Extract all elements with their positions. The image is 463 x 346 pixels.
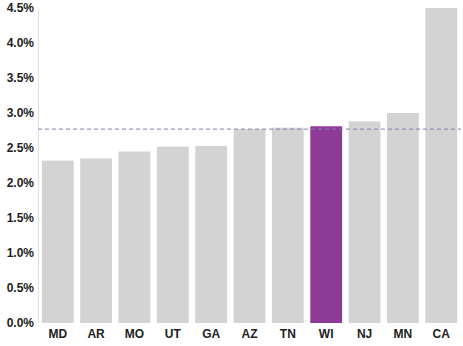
bar bbox=[119, 152, 151, 324]
bar bbox=[42, 161, 74, 323]
y-tick: 1.5% bbox=[7, 211, 35, 225]
bar bbox=[349, 121, 381, 323]
x-tick-label: CA bbox=[433, 327, 451, 341]
y-tick-label: 1.5% bbox=[7, 211, 35, 225]
y-tick-label: 1.0% bbox=[7, 246, 35, 260]
x-tick-label: TN bbox=[280, 327, 296, 341]
x-tick: GA bbox=[202, 327, 220, 341]
x-axis-line bbox=[39, 323, 462, 324]
x-tick: MD bbox=[48, 327, 67, 341]
x-tick: TN bbox=[280, 327, 296, 341]
x-tick: MN bbox=[394, 327, 413, 341]
x-tick-label: AR bbox=[87, 327, 105, 341]
y-tick: 4.5% bbox=[7, 1, 35, 15]
x-tick: AR bbox=[87, 327, 105, 341]
bar bbox=[234, 129, 266, 323]
x-tick: MO bbox=[125, 327, 144, 341]
x-tick: UT bbox=[165, 327, 182, 341]
y-tick-label: 3.0% bbox=[7, 106, 35, 120]
x-tick: WI bbox=[319, 327, 334, 341]
y-tick-label: 0.5% bbox=[7, 281, 35, 295]
x-axis: MD AR MO UT GA AZ TN WI NJ MN CA bbox=[39, 324, 462, 341]
y-tick: 3.0% bbox=[7, 106, 35, 120]
x-tick: AZ bbox=[242, 327, 258, 341]
y-tick: 2.5% bbox=[7, 141, 35, 155]
bar bbox=[387, 113, 419, 323]
bar bbox=[80, 159, 112, 324]
y-tick: 0.0% bbox=[7, 316, 35, 330]
y-tick-label: 2.0% bbox=[7, 176, 35, 190]
y-tick-label: 4.5% bbox=[7, 1, 35, 15]
y-tick-label: 0.0% bbox=[7, 316, 35, 330]
y-tick: 1.0% bbox=[7, 246, 35, 260]
y-tick: 2.0% bbox=[7, 176, 35, 190]
x-tick-label: GA bbox=[202, 327, 220, 341]
reference-line bbox=[38, 129, 461, 130]
x-tick-label: UT bbox=[165, 327, 182, 341]
bar bbox=[425, 8, 457, 323]
x-tick-label: MN bbox=[394, 327, 413, 341]
y-tick-label: 2.5% bbox=[7, 141, 35, 155]
bar bbox=[157, 147, 189, 323]
x-tick-label: AZ bbox=[242, 327, 258, 341]
x-tick-label: NJ bbox=[357, 327, 372, 341]
y-tick-label: 4.0% bbox=[7, 36, 35, 50]
y-axis: 0.0% 0.5% 1.0% 1.5% 2.0% 2.5% 3.0% 3.5% 4.0% 4.5% bbox=[7, 1, 39, 330]
x-tick: NJ bbox=[357, 327, 372, 341]
bar bbox=[272, 128, 304, 323]
x-tick-label: WI bbox=[319, 327, 334, 341]
bar bbox=[310, 126, 342, 323]
x-tick-label: MO bbox=[125, 327, 144, 341]
chart: 0.0% 0.5% 1.0% 1.5% 2.0% 2.5% 3.0% 3.5% 4.0% 4.5%… bbox=[0, 0, 463, 346]
x-tick: CA bbox=[433, 327, 451, 341]
y-tick-label: 3.5% bbox=[7, 71, 35, 85]
y-tick: 0.5% bbox=[7, 281, 35, 295]
bar bbox=[195, 146, 227, 323]
y-tick: 4.0% bbox=[7, 36, 35, 50]
y-axis-line bbox=[38, 9, 39, 324]
x-tick-label: MD bbox=[48, 327, 67, 341]
marks bbox=[38, 8, 461, 323]
plot: 0.0% 0.5% 1.0% 1.5% 2.0% 2.5% 3.0% 3.5% 4.0% 4.5%… bbox=[7, 1, 462, 340]
y-tick: 3.5% bbox=[7, 71, 35, 85]
